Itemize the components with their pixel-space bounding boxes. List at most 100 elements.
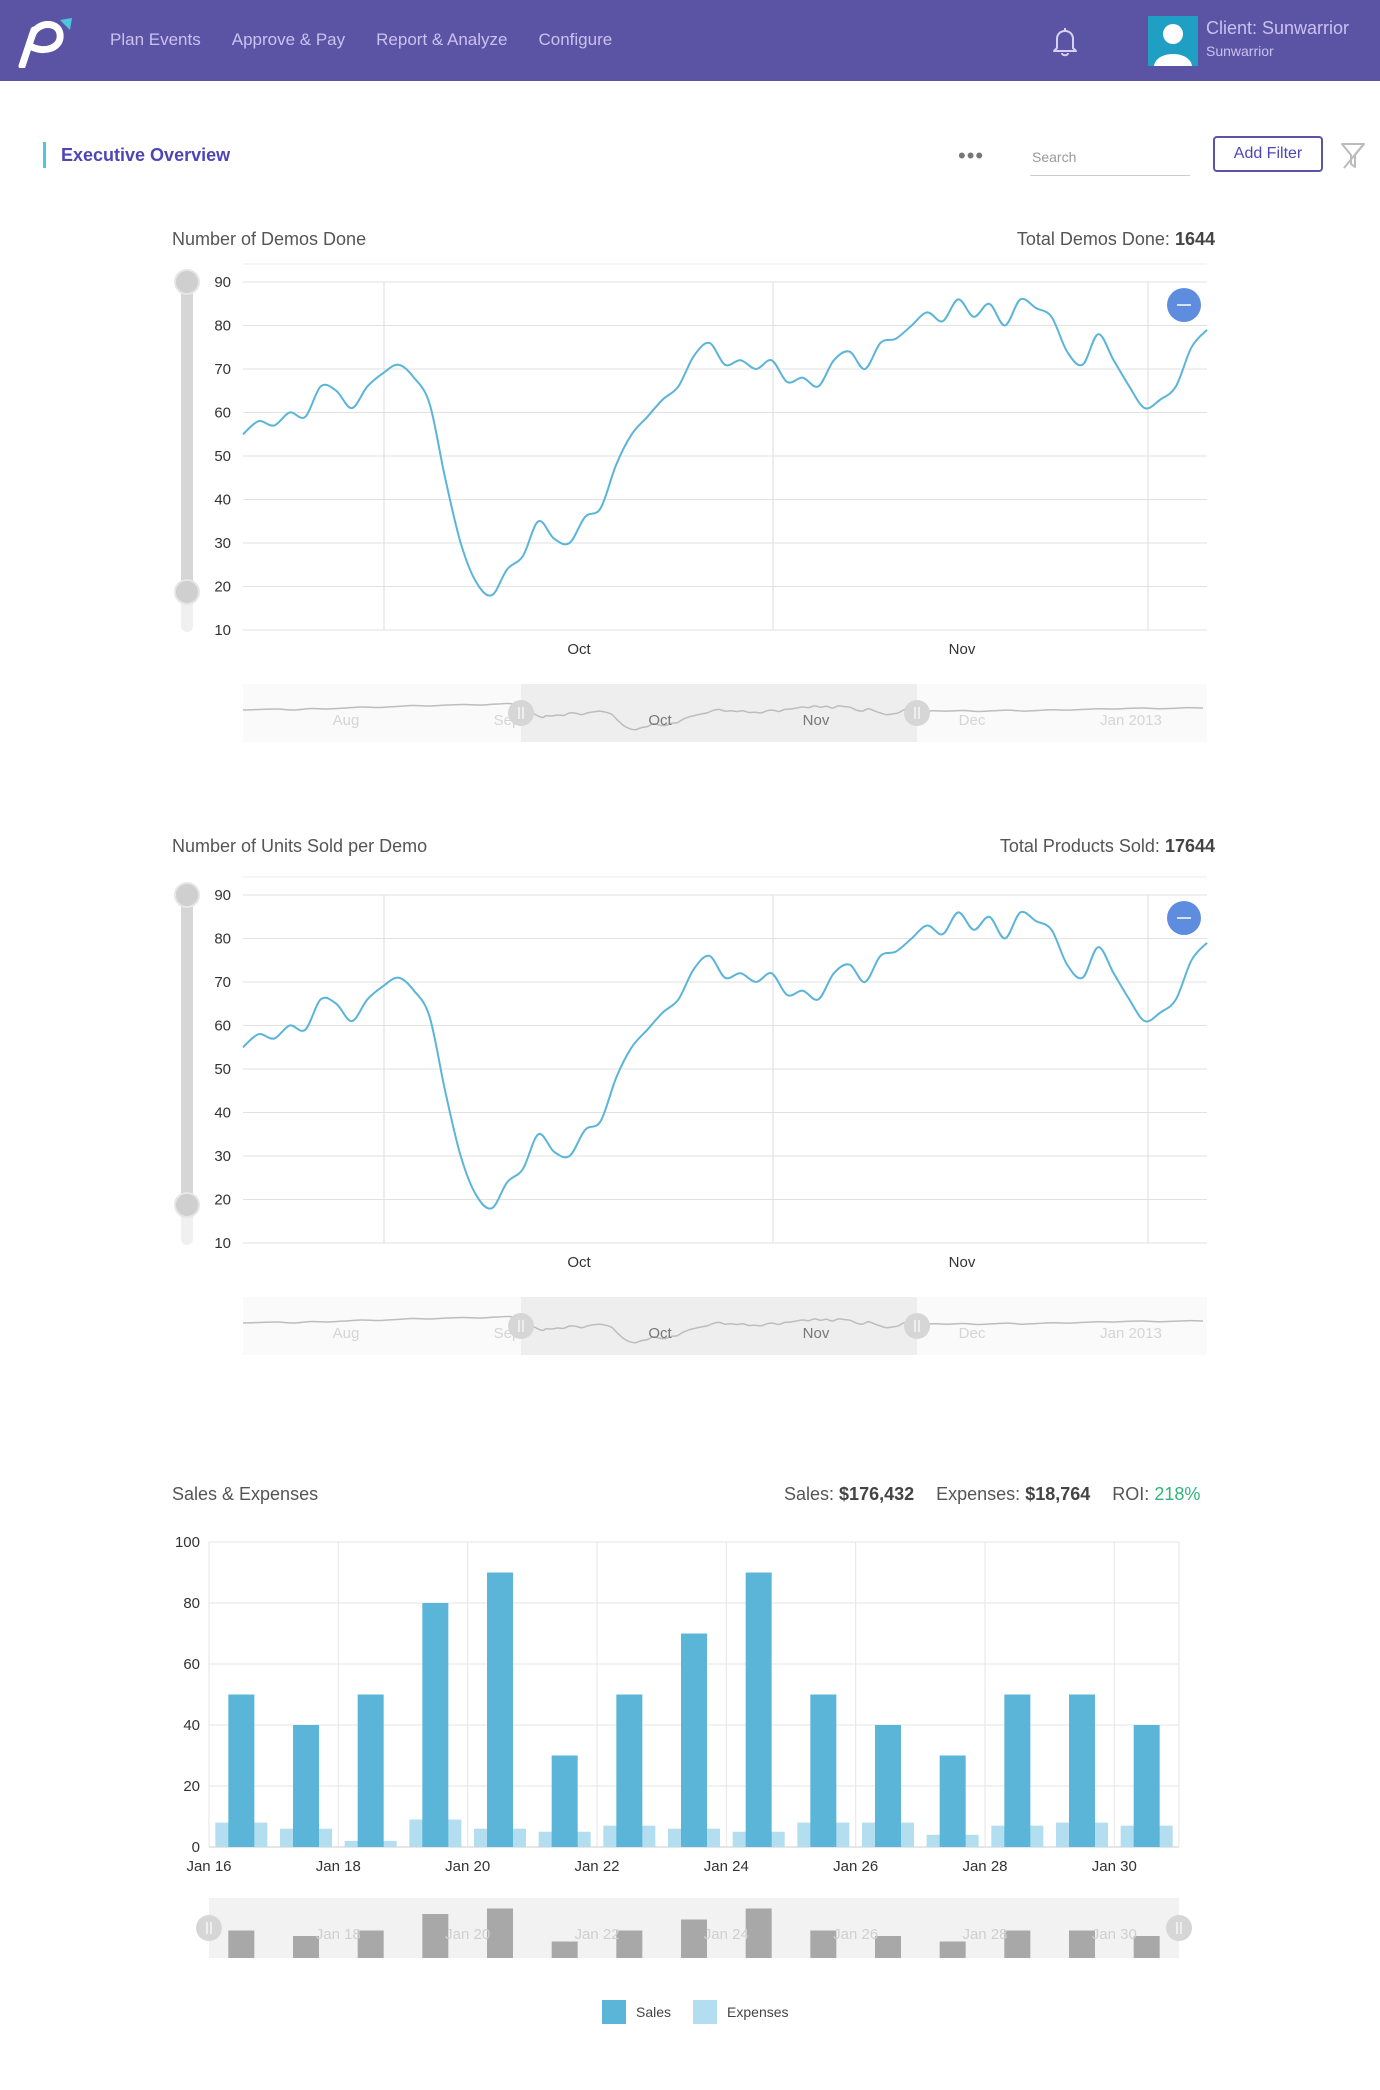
sales-navigator-bar	[228, 1930, 255, 1958]
sales-value: $176,432	[839, 1484, 915, 1504]
units-navigator-window[interactable]	[521, 1297, 917, 1355]
clear-filter-icon[interactable]	[1340, 141, 1366, 171]
units-navigator-label: Oct	[648, 1325, 672, 1342]
legend-sales[interactable]: Sales	[602, 2000, 671, 2024]
nav-report-analyze[interactable]: Report & Analyze	[376, 30, 508, 49]
demos-y-tick-label: 40	[214, 492, 231, 509]
units-x-tick-label: Oct	[567, 1254, 591, 1271]
avatar[interactable]	[1148, 16, 1198, 66]
units-y-tick-label: 80	[214, 931, 231, 948]
sales-navigator-bar	[551, 1941, 578, 1958]
units-navigator-handle[interactable]	[904, 1313, 930, 1339]
sales-bar	[487, 1572, 513, 1847]
sales-bar	[357, 1694, 384, 1847]
demos-y-tick-label: 20	[214, 579, 231, 596]
units-range-handle-top	[174, 882, 200, 908]
units-y-tick-label: 30	[214, 1148, 231, 1165]
demos-title: Number of Demos Done	[172, 229, 367, 249]
demos-y-tick-label: 60	[214, 405, 231, 422]
sales-x-tick-label: Jan 30	[1092, 1858, 1137, 1875]
units-x-tick-label: Nov	[949, 1254, 976, 1271]
sales-bar	[422, 1603, 449, 1847]
units-navigator-label: Dec	[959, 1325, 986, 1342]
demos-total-label: Total Demos Done:	[1016, 229, 1170, 249]
sales-bar	[1133, 1725, 1160, 1847]
client-name: Client: Sunwarrior	[1206, 18, 1350, 38]
sales-y-tick-label: 0	[192, 1839, 200, 1856]
legend-expenses[interactable]: Expenses	[693, 2000, 789, 2024]
search-input[interactable]	[1030, 139, 1190, 176]
nav-approve-pay[interactable]: Approve & Pay	[231, 30, 346, 49]
add-filter-button[interactable]: Add Filter	[1213, 136, 1323, 172]
demos-total-value: 1644	[1174, 229, 1215, 249]
main-nav: Plan Events Approve & Pay Report & Analy…	[110, 30, 643, 50]
sales-navigator-bar	[293, 1936, 319, 1958]
sales-navigator-bar	[422, 1914, 449, 1958]
units-series-line	[242, 910, 1208, 1210]
roi-label: ROI:	[1112, 1484, 1150, 1504]
sales-stats: Sales: $176,432 Expenses: $18,764 ROI: 2…	[784, 1484, 1200, 1505]
more-options-icon[interactable]: •••	[958, 143, 985, 168]
expenses-stat: Expenses: $18,764	[936, 1484, 1090, 1505]
sales-bar	[1069, 1694, 1095, 1847]
sales-title: Sales & Expenses	[172, 1484, 319, 1504]
sales-x-tick-label: Jan 26	[833, 1858, 878, 1875]
page-title: Executive Overview	[61, 145, 231, 165]
sales-navigator-label: Jan 26	[833, 1926, 878, 1943]
units-y-tick-label: 40	[214, 1105, 231, 1122]
units-y-tick-label: 90	[214, 887, 231, 904]
sales-navigator-label: Jan 18	[316, 1926, 361, 1943]
roi-value: 218%	[1154, 1484, 1201, 1504]
expenses-label: Expenses:	[936, 1484, 1021, 1504]
sales-bar	[551, 1755, 578, 1847]
sales-y-tick-label: 80	[183, 1595, 200, 1612]
notification-bell-icon[interactable]	[1051, 26, 1079, 58]
sales-legend: Sales Expenses	[602, 2000, 811, 2024]
demos-navigator-label: Dec	[959, 712, 986, 729]
sales-navigator-label: Jan 22	[574, 1926, 619, 1943]
demos-navigator-handle[interactable]	[904, 700, 930, 726]
sales-x-tick-label: Jan 22	[574, 1858, 619, 1875]
sales-bar	[293, 1725, 319, 1847]
sales-navigator-bar	[487, 1908, 513, 1958]
sales-navigator-label: Jan 28	[962, 1926, 1007, 1943]
demos-x-tick-label: Oct	[567, 641, 591, 658]
units-y-tick-label: 20	[214, 1192, 231, 1209]
demos-series-line	[242, 297, 1208, 597]
units-y-tick-label: 10	[214, 1235, 231, 1252]
app-logo[interactable]	[14, 16, 78, 68]
demos-navigator-handle[interactable]	[508, 700, 534, 726]
nav-plan-events[interactable]: Plan Events	[110, 30, 201, 49]
client-info[interactable]: Client: Sunwarrior Sunwarrior	[1206, 18, 1349, 59]
sales-navigator-handle[interactable]	[1166, 1915, 1192, 1941]
sales-bar	[745, 1572, 772, 1847]
user-icon	[1154, 24, 1192, 66]
demos-range-fill	[181, 282, 193, 593]
units-navigator-handle[interactable]	[508, 1313, 534, 1339]
sales-bar	[810, 1694, 837, 1847]
demos-navigator-window[interactable]	[521, 684, 917, 742]
sales-x-tick-label: Jan 24	[704, 1858, 749, 1875]
top-bar: Plan Events Approve & Pay Report & Analy…	[0, 0, 1380, 81]
demos-y-tick-label: 10	[214, 622, 231, 639]
title-accent	[43, 142, 46, 168]
client-sub: Sunwarrior	[1206, 43, 1274, 59]
demos-range-handle-bottom	[174, 579, 200, 605]
demos-y-tick-label: 70	[214, 361, 231, 378]
demos-range-handle-top	[174, 269, 200, 295]
legend-sales-label: Sales	[636, 2004, 672, 2020]
sales-navigator-bar	[1069, 1930, 1095, 1958]
sales-x-tick-label: Jan 28	[962, 1858, 1007, 1875]
sales-navigator-handle[interactable]	[196, 1915, 222, 1941]
sales-x-tick-label: Jan 18	[316, 1858, 361, 1875]
demos-navigator-label: Aug	[333, 712, 360, 729]
sales-label: Sales:	[784, 1484, 835, 1504]
nav-configure[interactable]: Configure	[538, 30, 613, 49]
demos-navigator-label: Nov	[803, 712, 830, 729]
units-y-tick-label: 70	[214, 974, 231, 991]
sales-navigator-bar	[939, 1941, 966, 1958]
units-navigator-label: Jan 2013	[1100, 1325, 1162, 1342]
units-total-label: Total Products Sold:	[999, 836, 1160, 856]
sales-y-tick-label: 60	[183, 1656, 200, 1673]
sales-bar	[681, 1633, 707, 1847]
